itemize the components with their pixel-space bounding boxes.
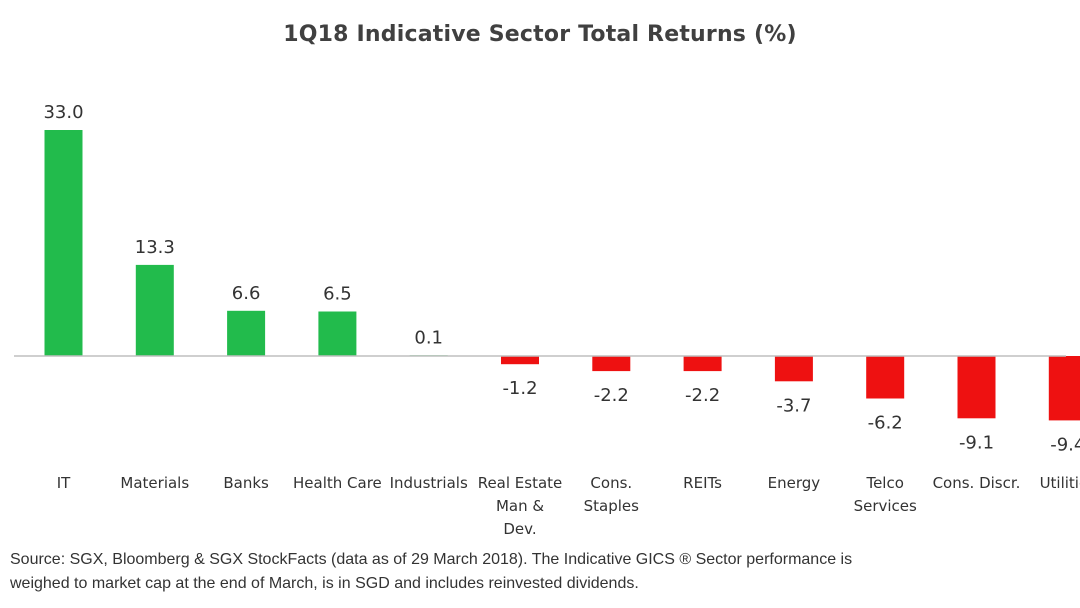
category-label-8: Energy (768, 474, 821, 492)
bar-5 (501, 356, 539, 365)
value-label-11: -9.4 (1050, 434, 1080, 455)
value-label-5: -1.2 (502, 378, 537, 399)
source-line-2: weighed to market cap at the end of Marc… (10, 575, 639, 592)
bar-8 (774, 356, 813, 382)
value-label-0: 33.0 (43, 102, 83, 123)
category-label-0: IT (57, 474, 71, 492)
value-label-2: 6.6 (232, 283, 261, 304)
category-label-4: Industrials (390, 474, 468, 492)
bar-11 (1048, 356, 1080, 421)
bar-0 (44, 130, 83, 356)
category-label-6: Cons. Staples (584, 474, 640, 515)
category-label-9: Telco Services (854, 474, 917, 515)
bar-2 (227, 310, 266, 356)
value-label-1: 13.3 (135, 237, 175, 258)
category-label-11: Utilities (1040, 474, 1080, 492)
source-line-1: Source: SGX, Bloomberg & SGX StockFacts … (10, 551, 853, 568)
category-label-10: Cons. Discr. (933, 474, 1021, 492)
value-label-7: -2.2 (685, 385, 720, 406)
value-label-10: -9.1 (959, 432, 994, 453)
bar-3 (318, 311, 357, 356)
bar-7 (683, 356, 722, 372)
source-note: Source: SGX, Bloomberg & SGX StockFacts … (10, 548, 1070, 596)
value-label-6: -2.2 (594, 385, 629, 406)
bar-10 (957, 356, 996, 419)
category-label-5: Real Estate Man & Dev. (478, 474, 563, 538)
bar-6 (592, 356, 631, 372)
category-label-3: Health Care (293, 474, 382, 492)
bar-9 (866, 356, 905, 399)
value-label-3: 6.5 (323, 284, 352, 305)
value-label-4: 0.1 (414, 327, 443, 348)
value-label-8: -3.7 (776, 395, 811, 416)
bar-chart: 33.0 IT 13.3 Materials 6.6 Banks 6.5 Health Car… (14, 102, 1080, 538)
value-label-9: -6.2 (868, 413, 903, 434)
bar-1 (135, 264, 174, 356)
category-label-2: Banks (223, 474, 269, 492)
category-label-7: REITs (683, 474, 722, 492)
category-label-1: Materials (120, 474, 189, 492)
chart-title: 1Q18 Indicative Sector Total Returns (%) (283, 22, 797, 47)
